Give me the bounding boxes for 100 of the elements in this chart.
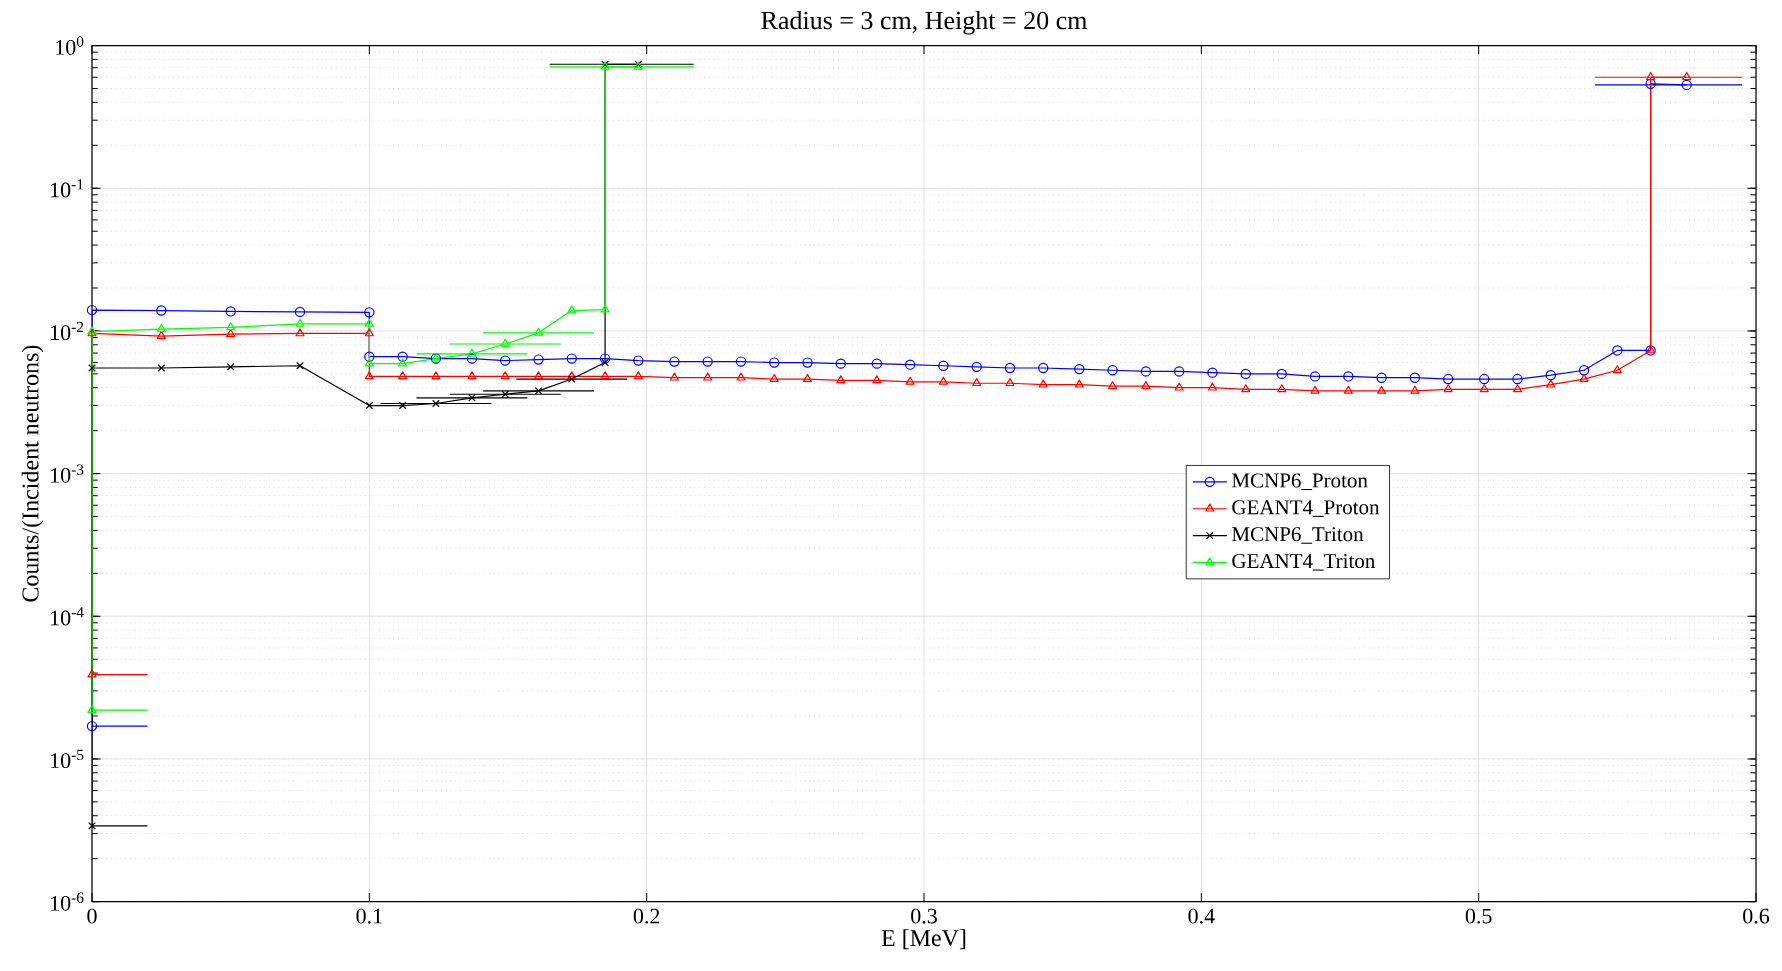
point [567, 371, 577, 380]
point [1545, 369, 1556, 381]
point [1038, 379, 1048, 388]
point [599, 353, 611, 364]
point [1612, 365, 1622, 374]
point [872, 375, 882, 384]
point [633, 371, 643, 380]
point [467, 348, 477, 357]
point [87, 704, 97, 713]
x-tick-label: 0.2 [633, 908, 660, 924]
point [468, 393, 476, 402]
point [802, 373, 813, 382]
point [669, 372, 679, 381]
chart-title: Radius = 3 cm, Height = 20 cm [761, 10, 1088, 35]
point [938, 360, 949, 371]
point [295, 328, 305, 337]
y-tick-label: 10$^{-6}$ [51, 892, 84, 911]
point [1038, 362, 1049, 374]
point [566, 353, 577, 364]
point [1309, 371, 1321, 382]
point [735, 356, 747, 367]
point [398, 401, 407, 410]
point [971, 361, 982, 373]
point [1343, 371, 1354, 382]
point [1240, 368, 1251, 380]
point [1140, 366, 1152, 377]
point [88, 821, 96, 830]
x-axis-title: E [MeV] [881, 929, 966, 950]
point [633, 355, 644, 366]
point [87, 669, 97, 678]
point [534, 387, 543, 395]
point [1107, 365, 1118, 376]
y-tick-label: 10$^{-2}$ [51, 321, 84, 341]
point [226, 363, 235, 371]
point [226, 322, 236, 331]
x-tick-label: 0.3 [911, 908, 937, 924]
point [397, 351, 408, 362]
point [432, 399, 440, 408]
point [364, 307, 375, 318]
point [1579, 373, 1589, 382]
point [1682, 72, 1692, 81]
point [364, 318, 374, 327]
x-tick-label: 0.1 [356, 908, 382, 924]
point [600, 304, 610, 313]
point [431, 371, 441, 380]
point [1141, 381, 1151, 390]
point [836, 375, 846, 384]
point [769, 373, 779, 382]
point [972, 378, 982, 387]
y-tick-label: 10$^{0}$ [56, 36, 84, 55]
point [1512, 373, 1523, 385]
point [1241, 384, 1251, 393]
point [533, 327, 544, 336]
point [295, 318, 305, 327]
point [769, 357, 780, 368]
point [1479, 373, 1490, 385]
point [88, 364, 96, 372]
point [567, 305, 577, 314]
point [156, 323, 166, 332]
point [1410, 385, 1420, 394]
point [1277, 384, 1287, 393]
point [1207, 382, 1218, 391]
point [398, 371, 408, 380]
point [1108, 381, 1118, 390]
x-tick-label: 0.4 [1188, 908, 1215, 924]
point [1005, 378, 1015, 387]
point [365, 401, 374, 410]
x-tick-label: 0.6 [1743, 908, 1770, 924]
x-tick-label: 0 [87, 908, 97, 924]
point [1074, 363, 1085, 375]
point [500, 371, 510, 380]
point [1004, 362, 1016, 374]
point [1546, 379, 1556, 388]
point [938, 376, 948, 385]
point [736, 372, 746, 381]
point [1276, 368, 1287, 380]
point [364, 328, 374, 337]
point [86, 304, 98, 316]
point [533, 371, 544, 380]
point [1310, 385, 1320, 394]
point [1173, 366, 1185, 377]
point [225, 306, 236, 317]
point [1174, 382, 1184, 391]
y-axis-title: Counts/(Incident neutrons) [21, 345, 44, 602]
point [1512, 384, 1523, 393]
point [500, 338, 510, 347]
y-tick-label: 10$^{-5}$ [51, 749, 84, 769]
point [567, 375, 576, 383]
point [702, 356, 713, 367]
point [533, 354, 544, 365]
point [1409, 372, 1421, 383]
point [1645, 78, 1656, 89]
point [1646, 72, 1656, 81]
point [1343, 385, 1353, 394]
point [1578, 365, 1590, 376]
point [467, 371, 477, 380]
point [669, 356, 680, 367]
point [364, 371, 374, 380]
point [466, 353, 478, 364]
point [871, 358, 883, 369]
